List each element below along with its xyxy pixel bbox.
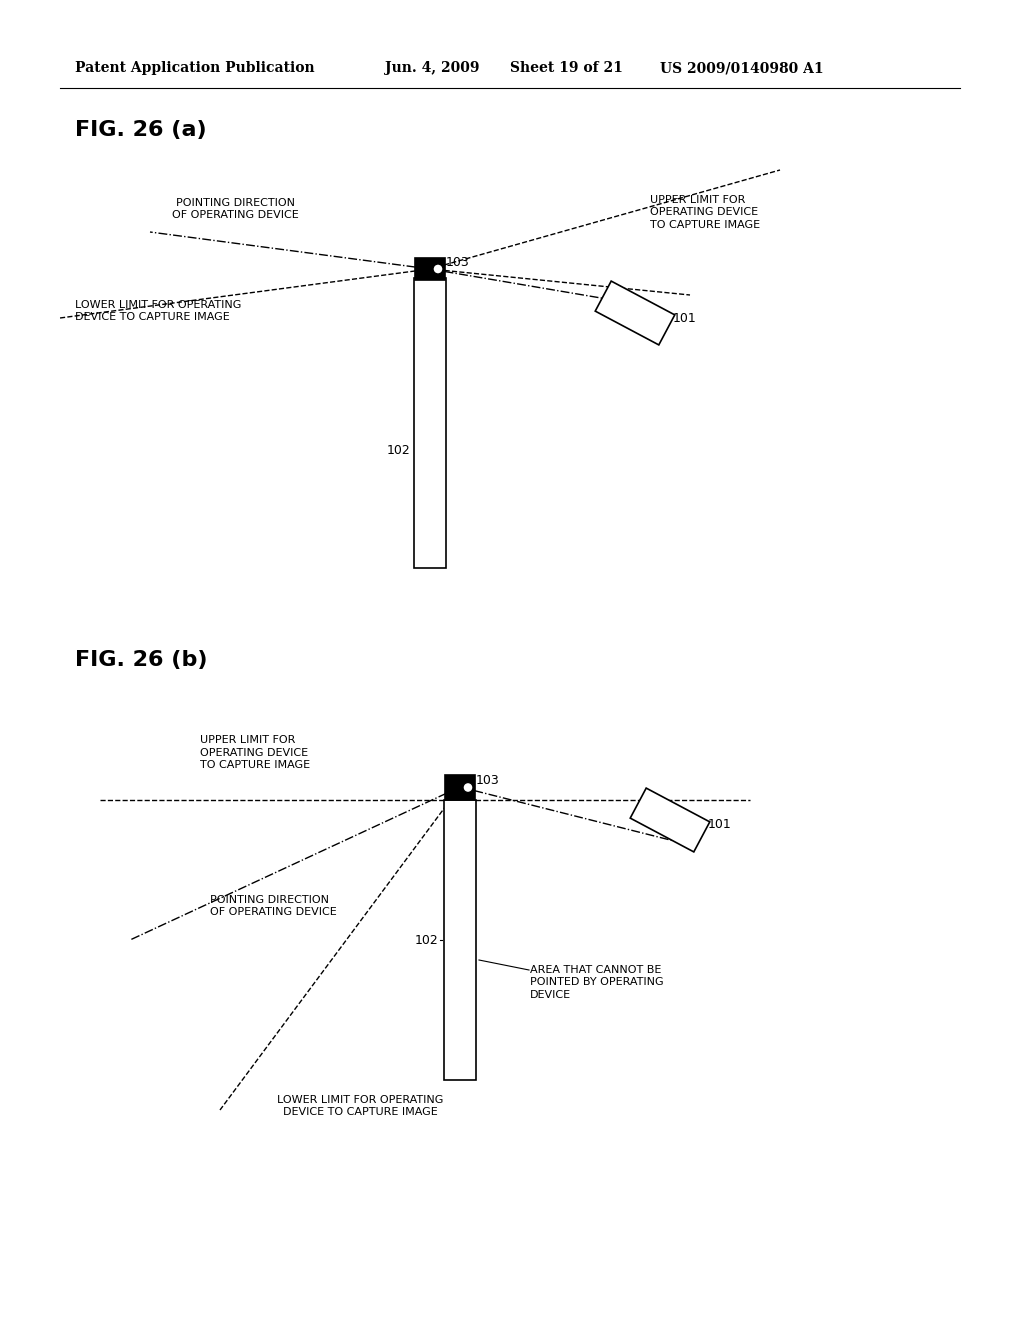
Circle shape: [463, 783, 473, 792]
Text: LOWER LIMIT FOR OPERATING
DEVICE TO CAPTURE IMAGE: LOWER LIMIT FOR OPERATING DEVICE TO CAPT…: [276, 1096, 443, 1118]
Text: POINTING DIRECTION
OF OPERATING DEVICE: POINTING DIRECTION OF OPERATING DEVICE: [210, 895, 337, 917]
Text: AREA THAT CANNOT BE
POINTED BY OPERATING
DEVICE: AREA THAT CANNOT BE POINTED BY OPERATING…: [530, 965, 664, 999]
Text: 102: 102: [386, 444, 410, 457]
Polygon shape: [630, 788, 710, 851]
Text: LOWER LIMIT FOR OPERATING
DEVICE TO CAPTURE IMAGE: LOWER LIMIT FOR OPERATING DEVICE TO CAPT…: [75, 300, 242, 322]
Text: UPPER LIMIT FOR
OPERATING DEVICE
TO CAPTURE IMAGE: UPPER LIMIT FOR OPERATING DEVICE TO CAPT…: [650, 195, 760, 230]
Text: POINTING DIRECTION
OF OPERATING DEVICE: POINTING DIRECTION OF OPERATING DEVICE: [172, 198, 298, 220]
Text: UPPER LIMIT FOR
OPERATING DEVICE
TO CAPTURE IMAGE: UPPER LIMIT FOR OPERATING DEVICE TO CAPT…: [200, 735, 310, 770]
Text: 102: 102: [415, 933, 438, 946]
Text: 103: 103: [476, 774, 500, 787]
Bar: [444, 800, 476, 1080]
Text: 101: 101: [673, 312, 696, 325]
Text: FIG. 26 (b): FIG. 26 (b): [75, 649, 208, 671]
Text: US 2009/0140980 A1: US 2009/0140980 A1: [660, 61, 823, 75]
Text: 103: 103: [446, 256, 470, 269]
Bar: [445, 775, 475, 800]
Text: Patent Application Publication: Patent Application Publication: [75, 61, 314, 75]
Circle shape: [433, 264, 443, 275]
Bar: [414, 279, 446, 568]
Text: FIG. 26 (a): FIG. 26 (a): [75, 120, 207, 140]
Polygon shape: [595, 281, 675, 345]
Text: 101: 101: [708, 818, 732, 832]
Text: Jun. 4, 2009: Jun. 4, 2009: [385, 61, 479, 75]
Bar: [415, 257, 445, 280]
Text: Sheet 19 of 21: Sheet 19 of 21: [510, 61, 623, 75]
